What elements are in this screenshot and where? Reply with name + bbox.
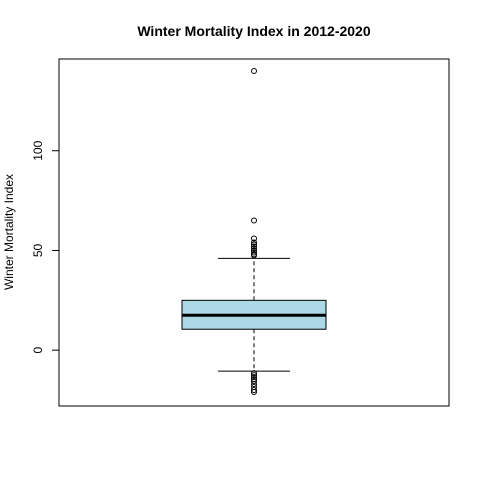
outlier-group	[251, 67, 257, 396]
outlier-point	[251, 217, 257, 224]
y-tick-label: 50	[31, 243, 45, 257]
outlier-point	[251, 239, 257, 246]
outlier-point	[251, 378, 257, 385]
outlier-point	[251, 372, 257, 379]
chart-title: Winter Mortality Index in 2012-2020	[137, 23, 370, 39]
outlier-point	[251, 370, 257, 377]
y-axis: 0 50 100	[31, 140, 60, 354]
outlier-point	[251, 67, 257, 74]
outlier-point	[251, 252, 257, 259]
outlier-point	[251, 241, 257, 248]
outlier-point	[251, 243, 257, 250]
outlier-point	[251, 245, 257, 252]
y-axis-label: Winter Mortality Index	[2, 174, 16, 290]
outlier-point	[251, 235, 257, 242]
y-tick-label: 100	[31, 140, 45, 160]
outlier-point	[251, 381, 257, 388]
outlier-point	[251, 249, 257, 256]
outlier-point	[251, 387, 257, 394]
y-tick-label: 0	[31, 347, 45, 354]
box-group	[181, 257, 327, 372]
outlier-point	[251, 374, 257, 381]
outlier-point	[251, 389, 257, 396]
